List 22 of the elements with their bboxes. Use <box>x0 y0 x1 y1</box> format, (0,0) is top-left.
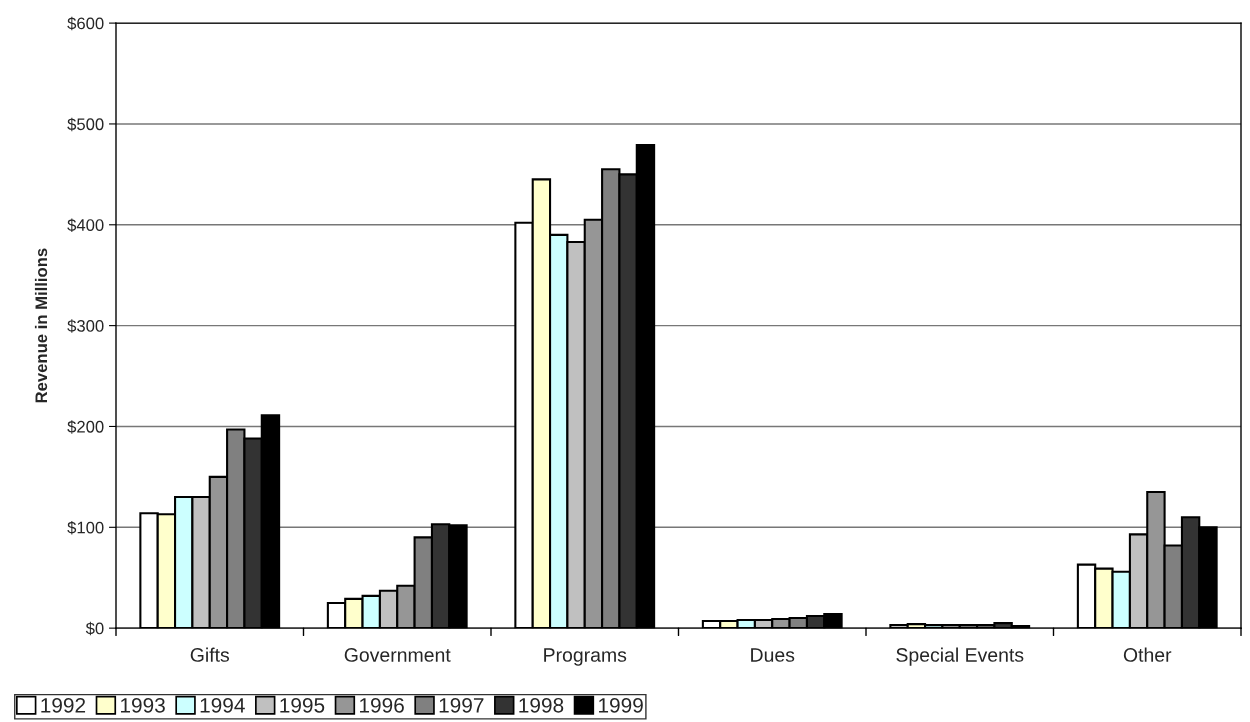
y-tick-label: $300 <box>67 319 104 333</box>
y-tick-label: $200 <box>67 420 104 434</box>
x-tick-label: Dues <box>751 648 795 662</box>
legend-label: 1995 <box>280 697 325 713</box>
x-tick-label: Programs <box>544 648 627 666</box>
legend-label: 1992 <box>41 697 86 713</box>
x-tick-label: Special Events <box>896 647 1024 666</box>
legend-label: 1998 <box>519 697 564 713</box>
legend-label: 1996 <box>360 697 404 713</box>
y-tick-label: $100 <box>67 521 104 535</box>
y-axis-title: Revenue in Millions <box>34 248 48 403</box>
x-tick-label: Other <box>1123 647 1172 662</box>
legend-label: 1997 <box>439 697 484 713</box>
x-tick-label: Government <box>344 648 451 662</box>
legend-label: 1994 <box>200 697 245 713</box>
x-tick-label: Gifts <box>190 647 230 662</box>
y-tick-label: $600 <box>67 16 104 31</box>
legend-label: 1993 <box>121 697 165 713</box>
y-tick-label: $0 <box>85 621 104 636</box>
legend-label: 1999 <box>599 697 643 713</box>
y-tick-label: $400 <box>67 218 104 232</box>
y-tick-label: $500 <box>67 117 104 132</box>
